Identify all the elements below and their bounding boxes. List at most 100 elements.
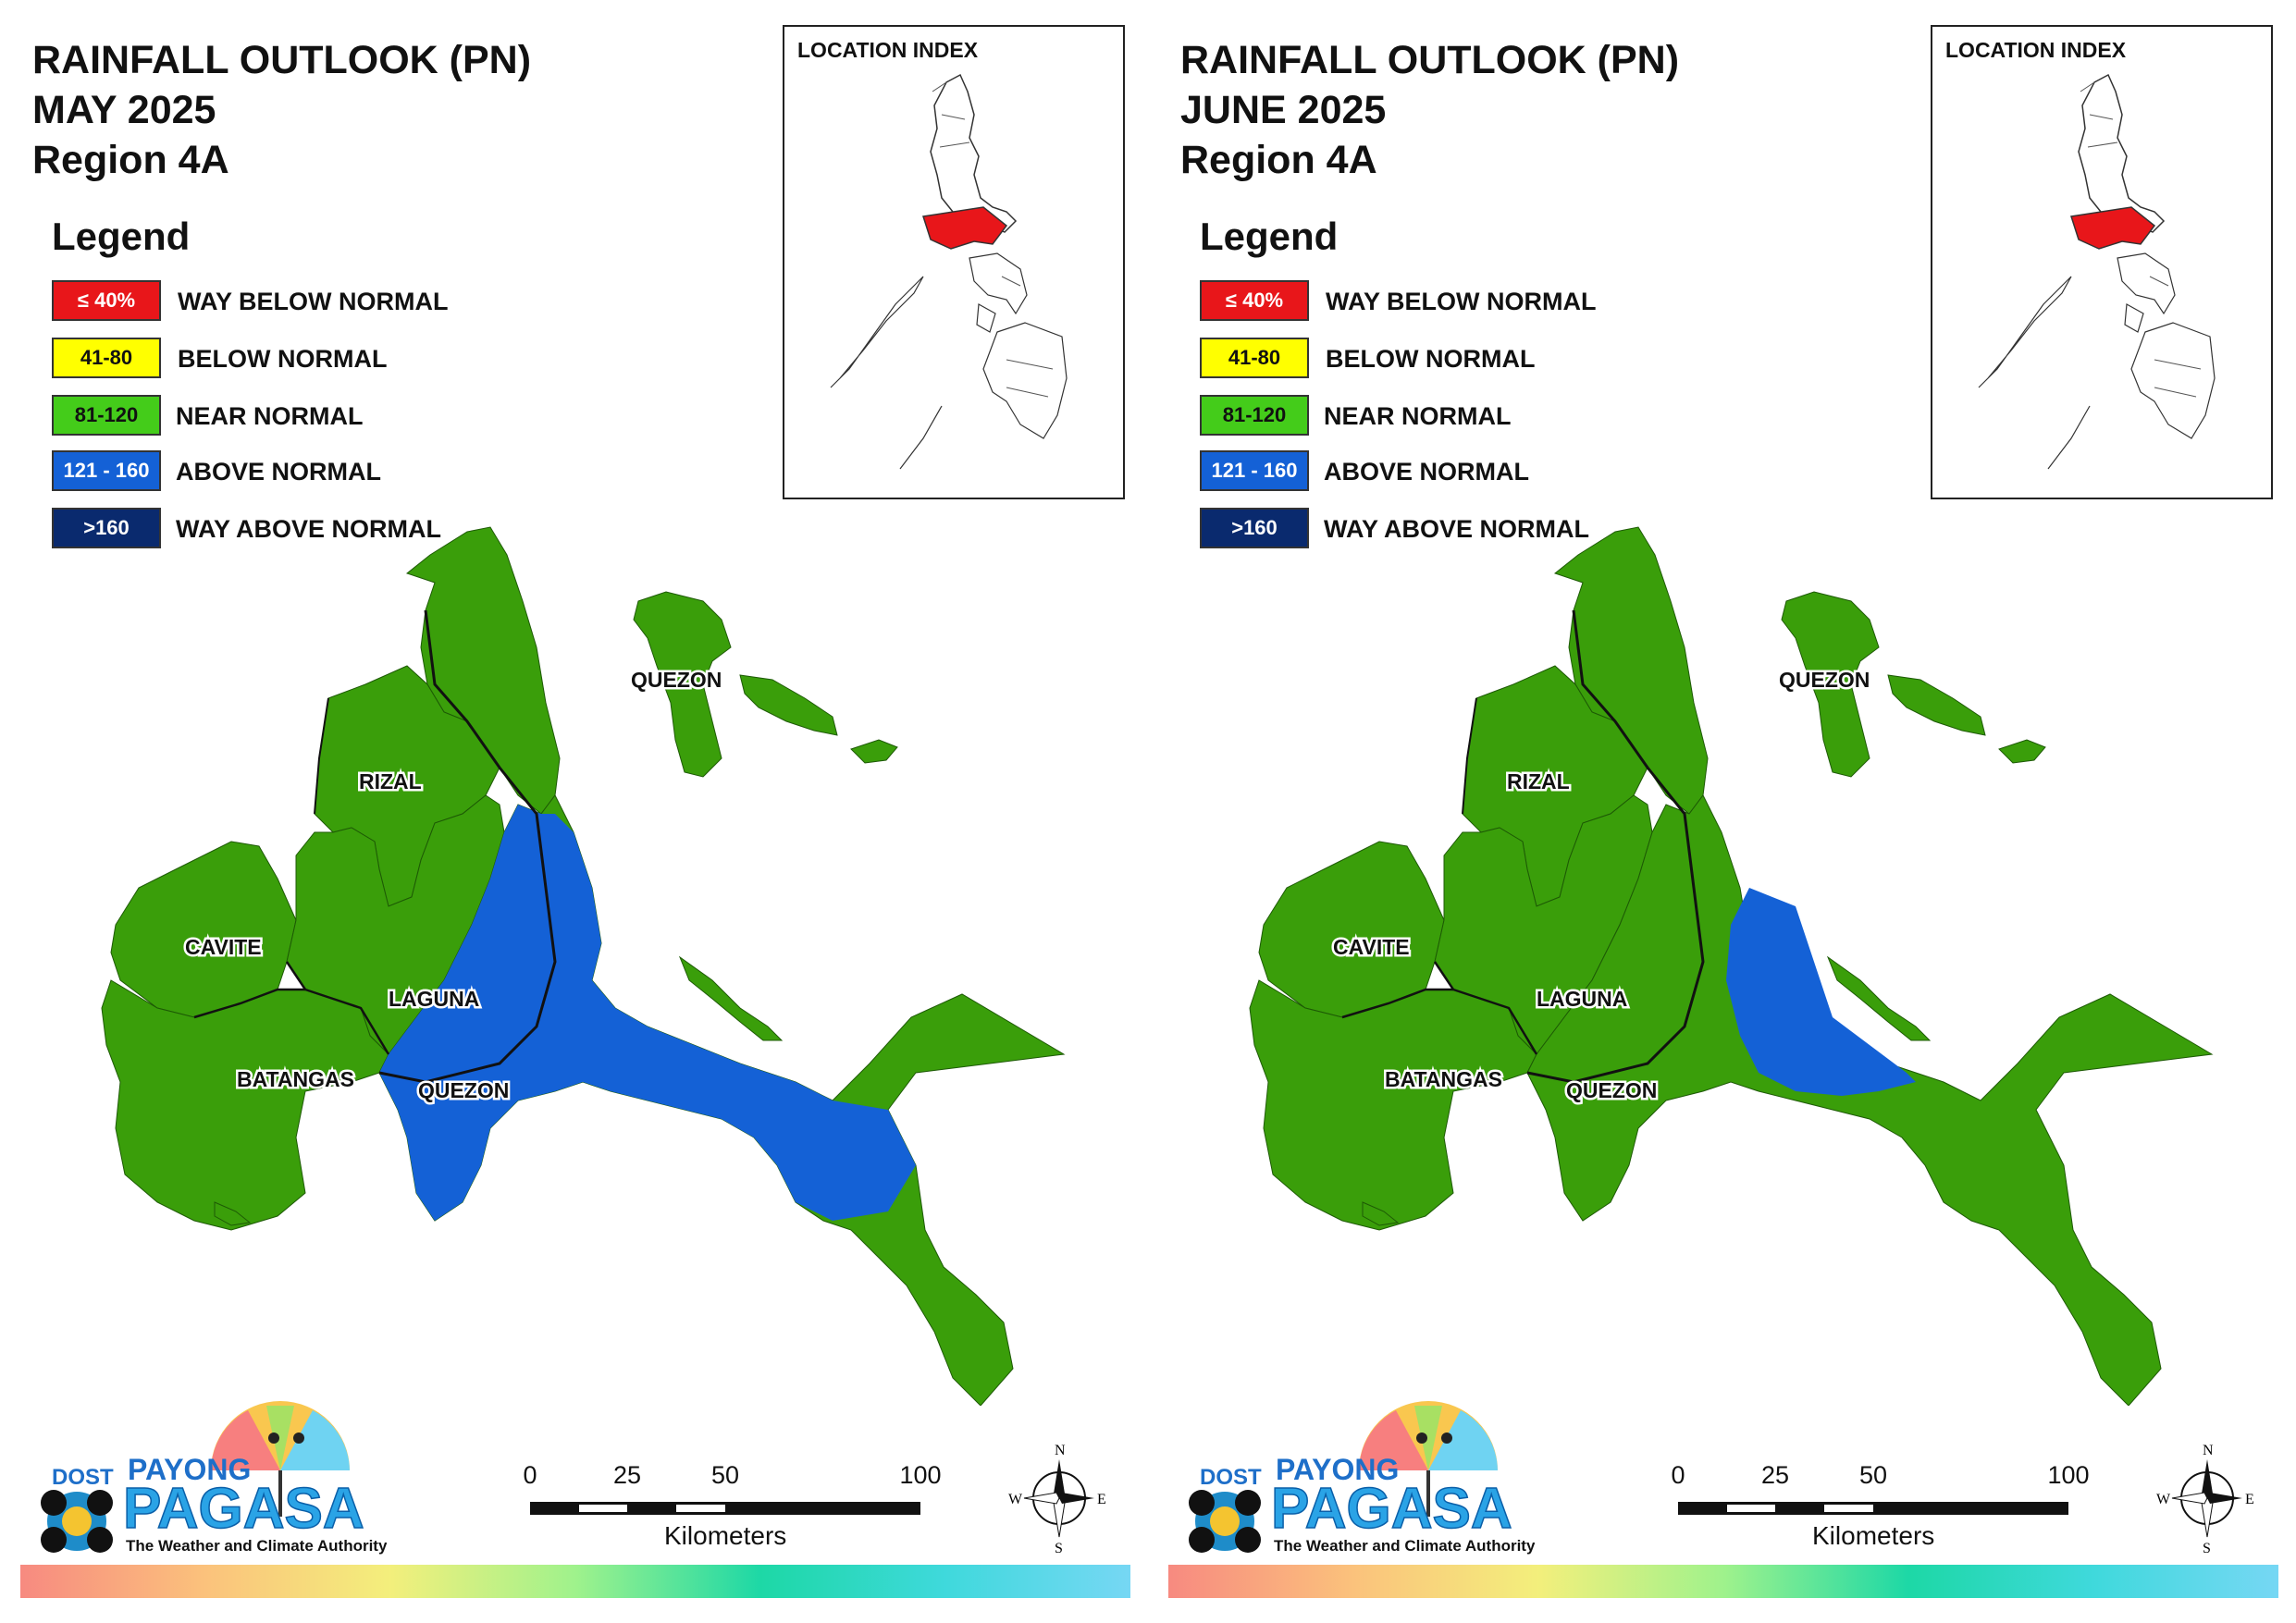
scale-tick: 100 — [2047, 1461, 2090, 1489]
compass-e: E — [2245, 1492, 2254, 1507]
philippines-outline — [1978, 73, 2216, 470]
label-quezon-south: QUEZON — [1566, 1078, 1657, 1102]
label-quezon-south: QUEZON — [418, 1078, 509, 1102]
legend-swatch: >160 — [1200, 508, 1309, 548]
alabat-island — [678, 955, 784, 1041]
legend-label: NEAR NORMAL — [1324, 402, 1512, 430]
scale-tick: 0 — [1671, 1461, 1685, 1489]
title-line-region: Region 4A — [1180, 138, 1377, 182]
small-island — [850, 739, 898, 764]
legend-label: BELOW NORMAL — [1326, 345, 1536, 373]
scale-unit: Kilometers — [664, 1521, 787, 1550]
label-cavite: CAVITE — [1333, 935, 1410, 959]
label-rizal: RIZAL — [359, 769, 422, 793]
scale-ruler — [1678, 1502, 2068, 1515]
map-title: RAINFALL OUTLOOK (PN) JUNE 2025 Region 4… — [1180, 35, 1679, 185]
legend-swatch: >160 — [52, 508, 161, 548]
legend-swatch: 41-80 — [52, 338, 161, 378]
scale-bar: 0 25 50 100 Kilometers — [518, 1461, 941, 1563]
color-gradient-bar — [1168, 1565, 2278, 1598]
cavite-area — [1258, 841, 1445, 1018]
label-cavite: CAVITE — [185, 935, 262, 959]
scale-bar: 0 25 50 100 Kilometers — [1666, 1461, 2089, 1563]
title-line-region: Region 4A — [32, 138, 229, 182]
polillo-island — [633, 591, 732, 778]
legend-swatch: 81-120 — [52, 395, 161, 436]
compass-n: N — [1055, 1443, 1066, 1458]
logo-payong: PAYONG — [1276, 1453, 1399, 1486]
above-normal-zone — [1726, 888, 1916, 1096]
legend-swatch: 41-80 — [1200, 338, 1309, 378]
logo-tagline: The Weather and Climate Authority — [1274, 1537, 1535, 1555]
label-rizal: RIZAL — [1507, 769, 1570, 793]
title-line-product: RAINFALL OUTLOOK (PN) — [32, 38, 532, 82]
logo-dost: DOST — [1200, 1465, 1262, 1490]
polillo-island — [1781, 591, 1880, 778]
scale-tick: 0 — [523, 1461, 537, 1489]
location-index-label: LOCATION INDEX — [1945, 38, 2127, 62]
quezon-south-area — [1526, 794, 2214, 1406]
legend-title: Legend — [52, 215, 191, 258]
above-normal-zone — [379, 805, 916, 1221]
legend-label: BELOW NORMAL — [178, 345, 388, 373]
outlook-panel: RAINFALL OUTLOOK (PN) JUNE 2025 Region 4… — [1148, 0, 2296, 1623]
marinduque-tip — [1362, 1201, 1400, 1226]
logo-tagline: The Weather and Climate Authority — [126, 1537, 387, 1555]
cavite-area — [110, 841, 297, 1018]
label-quezon-north: QUEZON — [1779, 668, 1870, 692]
map-title: RAINFALL OUTLOOK (PN) MAY 2025 Region 4A — [32, 35, 531, 185]
small-island — [1887, 674, 1986, 736]
legend-swatch: ≤ 40% — [52, 280, 161, 321]
legend-label: WAY ABOVE NORMAL — [1324, 515, 1590, 543]
payong-pagasa-logo: DOST PAYONG PAGASA The Weather and Clima… — [1183, 1387, 1536, 1563]
legend-label: WAY BELOW NORMAL — [178, 288, 449, 315]
label-laguna: LAGUNA — [389, 987, 479, 1011]
color-gradient-bar — [20, 1565, 1130, 1598]
batangas-area — [1249, 979, 1537, 1231]
scale-tick: 50 — [1858, 1461, 1888, 1489]
rainfall-map: QUEZON RIZAL CAVITE LAGUNA BATANGAS QUEZ… — [101, 526, 1066, 1406]
location-index-map: LOCATION INDEX — [783, 25, 1125, 499]
legend-label: ABOVE NORMAL — [176, 458, 381, 486]
scale-tick: 25 — [1760, 1461, 1790, 1489]
logo-dost: DOST — [52, 1465, 114, 1490]
small-island — [1998, 739, 2046, 764]
north-arrow: N S E W — [1008, 1443, 1110, 1556]
logo-pagasa: PAGASA — [123, 1477, 364, 1541]
region-4a-highlight — [922, 206, 1008, 250]
small-island — [739, 674, 838, 736]
legend-swatch: 121 - 160 — [52, 450, 161, 491]
legend-label: WAY ABOVE NORMAL — [176, 515, 442, 543]
title-line-month: JUNE 2025 — [1180, 88, 1387, 132]
label-batangas: BATANGAS — [1385, 1067, 1502, 1091]
alabat-island — [1826, 955, 1932, 1041]
rainfall-map: QUEZON RIZAL CAVITE LAGUNA BATANGAS QUEZ… — [1249, 526, 2214, 1406]
philippines-outline — [830, 73, 1068, 470]
legend-title: Legend — [1200, 215, 1339, 258]
scale-tick: 25 — [612, 1461, 642, 1489]
label-laguna: LAGUNA — [1537, 987, 1627, 1011]
legend-label: ABOVE NORMAL — [1324, 458, 1529, 486]
compass-e: E — [1097, 1492, 1106, 1507]
north-arrow: N S E W — [2156, 1443, 2258, 1556]
marinduque-tip — [214, 1201, 252, 1226]
compass-w: W — [2156, 1492, 2171, 1507]
scale-tick: 100 — [899, 1461, 942, 1489]
label-batangas: BATANGAS — [237, 1067, 354, 1091]
scale-ruler — [530, 1502, 920, 1515]
batangas-area — [101, 979, 389, 1231]
logo-payong: PAYONG — [128, 1453, 251, 1486]
title-line-month: MAY 2025 — [32, 88, 216, 132]
payong-pagasa-logo: DOST PAYONG PAGASA The Weather and Clima… — [35, 1387, 388, 1563]
region-4a-highlight — [2070, 206, 2156, 250]
location-index-map: LOCATION INDEX — [1931, 25, 2273, 499]
legend-swatch: 81-120 — [1200, 395, 1309, 436]
title-line-product: RAINFALL OUTLOOK (PN) — [1180, 38, 1680, 82]
label-quezon-north: QUEZON — [631, 668, 722, 692]
compass-s: S — [2203, 1541, 2211, 1554]
scale-tick: 50 — [710, 1461, 740, 1489]
location-index-label: LOCATION INDEX — [797, 38, 979, 62]
compass-n: N — [2203, 1443, 2214, 1458]
outlook-panel: RAINFALL OUTLOOK (PN) MAY 2025 Region 4A… — [20, 25, 1130, 1598]
scale-unit: Kilometers — [1812, 1521, 1935, 1550]
